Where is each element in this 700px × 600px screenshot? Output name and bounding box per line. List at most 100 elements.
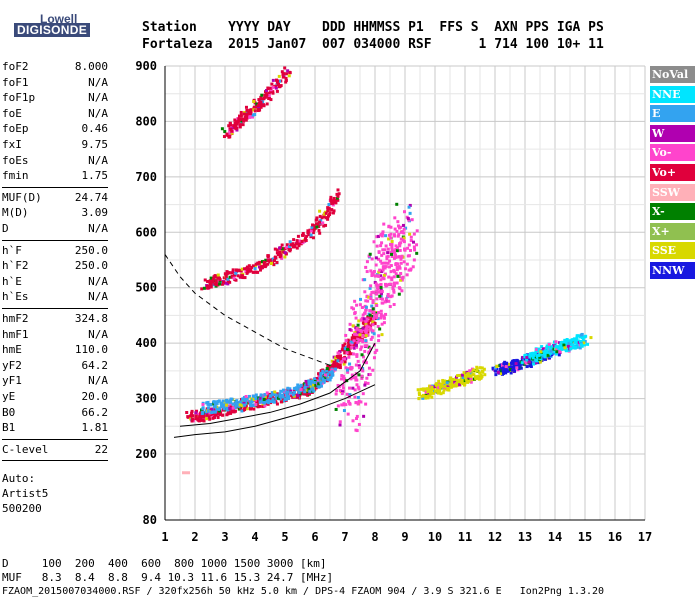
param-value: N/A (88, 153, 108, 167)
echo-point (399, 225, 403, 229)
echo-point (580, 335, 584, 339)
echo-point (331, 370, 335, 374)
echo-point (411, 265, 415, 269)
echo-point (256, 104, 260, 108)
echo-point (356, 395, 360, 399)
solid-profile-line (173, 384, 376, 438)
echo-point (412, 232, 416, 236)
echo-point (318, 231, 322, 235)
echo-point (380, 253, 384, 257)
echo-point (210, 407, 214, 411)
echo-point (410, 218, 414, 222)
echo-point (547, 342, 551, 346)
echo-point (565, 337, 569, 341)
echo-point (226, 412, 230, 416)
echo-point (586, 342, 590, 346)
echo-point (351, 419, 355, 423)
echo-point (223, 281, 227, 285)
echo-point (424, 390, 428, 394)
echo-point (529, 365, 533, 369)
echo-point (309, 229, 313, 233)
echo-point (543, 352, 547, 356)
echo-point (190, 411, 194, 415)
echo-point (282, 72, 286, 76)
echo-point (313, 377, 317, 381)
echo-point (303, 390, 307, 394)
param-value: 1.81 (81, 421, 109, 435)
echo-point (360, 374, 364, 378)
x-tick-label: 7 (341, 530, 348, 544)
echo-point (305, 388, 309, 392)
echo-point (279, 253, 283, 257)
echo-point (546, 353, 550, 357)
echo-point (338, 389, 342, 393)
footer-distance-row: D 100 200 400 600 800 1000 1500 3000 [km… (2, 557, 327, 570)
echo-point (360, 316, 364, 320)
echo-point (341, 344, 345, 348)
echo-point (246, 270, 250, 274)
echo-point (465, 380, 469, 384)
echo-point (332, 363, 336, 367)
echo-point (567, 341, 571, 345)
echo-point (269, 394, 273, 398)
echo-point (247, 110, 251, 114)
echo-point (381, 248, 385, 252)
echo-point (463, 382, 467, 386)
echo-point (278, 251, 282, 255)
echo-point (508, 365, 512, 369)
echo-point (239, 114, 243, 118)
echo-point (309, 382, 313, 386)
echo-point (242, 119, 246, 123)
echo-point (348, 386, 352, 390)
echo-point (436, 389, 440, 393)
echo-point (433, 385, 437, 389)
echo-point (215, 407, 219, 411)
echo-point (228, 131, 232, 135)
echo-point (370, 290, 374, 294)
echo-point (373, 280, 377, 284)
echo-point (308, 389, 312, 393)
echo-point (271, 91, 275, 95)
echo-point (252, 100, 256, 104)
echo-point (246, 267, 250, 271)
echo-point (460, 378, 464, 382)
echo-point (247, 264, 251, 268)
echo-point (445, 381, 449, 385)
echo-point (380, 234, 384, 238)
echo-point (299, 242, 303, 246)
echo-point (347, 399, 351, 403)
echo-point (503, 363, 507, 367)
echo-point (347, 352, 351, 356)
echo-point (347, 355, 351, 359)
echo-point (386, 294, 390, 298)
echo-point (245, 397, 249, 401)
echo-point (217, 408, 221, 412)
echo-point (224, 401, 228, 405)
echo-point (224, 272, 228, 276)
echo-point (371, 329, 375, 333)
echo-point (406, 246, 410, 250)
echo-point (499, 363, 503, 367)
echo-point (266, 257, 270, 261)
echo-point (248, 406, 252, 410)
echo-point (300, 233, 304, 237)
echo-point (210, 411, 214, 415)
echo-point (218, 413, 222, 417)
echo-point (243, 408, 247, 412)
echo-point (395, 202, 399, 206)
echo-point (293, 391, 297, 395)
echo-point (382, 252, 386, 256)
echo-point (532, 362, 536, 366)
echo-point (284, 397, 288, 401)
echo-point (207, 286, 211, 290)
echo-point (322, 215, 326, 219)
echo-point (336, 359, 340, 363)
param-value: 9.75 (81, 138, 109, 151)
echo-point (273, 390, 277, 394)
echo-point (398, 266, 402, 270)
param-separator (2, 186, 108, 188)
echo-point (534, 361, 538, 365)
echo-point (380, 261, 384, 265)
param-value: N/A (88, 327, 108, 341)
echo-point (524, 353, 528, 357)
